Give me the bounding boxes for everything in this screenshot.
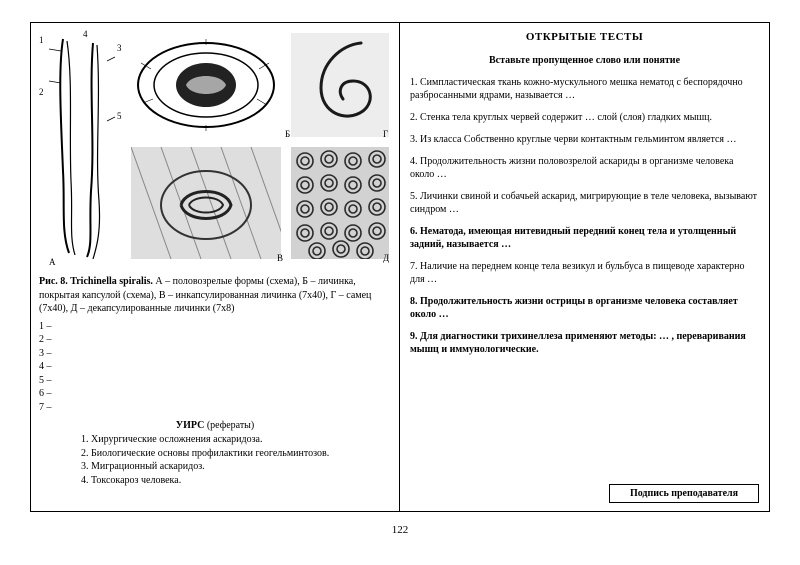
question-6-text: 6. Нематода, имеющая нитевидный передний… [410,226,736,250]
uirs-list: 1. Хирургические осложнения аскаридоза. … [39,433,391,487]
spirals-icon [291,147,389,259]
fig-num-1: 1 [39,35,44,45]
caption-prefix: Рис. 8. Trichinella spiralis. [39,276,153,287]
capsule-schematic-icon [131,33,281,137]
worm-schematic-icon [43,31,119,261]
figure-label-d: Д [383,253,389,263]
figure-panel-g [291,33,389,137]
content-frame: 1 2 3 4 5 А [30,22,770,512]
uirs-heading-bold: УИРС [176,420,205,431]
question-4: 4. Продолжительность жизни половозрелой … [410,155,759,181]
blank-line-7: 7 – [39,401,391,415]
blank-line-4: 4 – [39,360,391,374]
figure-panel-d [291,147,389,259]
page-number: 122 [30,524,770,536]
figure-caption: Рис. 8. Trichinella spiralis. А – полово… [39,275,391,316]
uirs-heading: УИРС (рефераты) [39,420,391,431]
uirs-item-2: 2. Биологические основы профилактики гео… [81,447,391,461]
blank-line-1: 1 – [39,320,391,334]
figure-label-b: Б [285,129,290,139]
figure-label-g: Г [383,129,388,139]
uirs-heading-rest: (рефераты) [204,420,254,431]
figure-label-v: В [277,253,283,263]
figure-label-a: А [49,257,56,267]
question-1: 1. Симпластическая ткань кожно-мускульно… [410,76,759,102]
question-6: 6. Нематода, имеющая нитевидный передний… [410,225,759,251]
blank-line-5: 5 – [39,374,391,388]
fig-num-4: 4 [83,29,88,39]
tests-title: ОТКРЫТЫЕ ТЕСТЫ [410,31,759,43]
question-9-text: 9. Для диагностики трихинеллеза применяю… [410,331,746,355]
figure-panel-v [131,147,281,259]
question-8-text: 8. Продолжительность жизни острицы в орг… [410,296,738,320]
fig-num-5: 5 [117,111,122,121]
right-column: ОТКРЫТЫЕ ТЕСТЫ Вставьте пропущенное слов… [400,23,769,511]
uirs-item-4: 4. Токсокароз человека. [81,474,391,488]
tests-subtitle: Вставьте пропущенное слово или понятие [410,55,759,66]
signature-box: Подпись преподавателя [609,484,759,503]
figure-area: 1 2 3 4 5 А [39,29,391,269]
fig-num-3: 3 [117,43,122,53]
uirs-item-3: 3. Миграционный аскаридоз. [81,460,391,474]
question-3: 3. Из класса Собственно круглые черви ко… [410,133,759,146]
uirs-item-1: 1. Хирургические осложнения аскаридоза. [81,433,391,447]
question-7: 7. Наличие на переднем конце тела везику… [410,260,759,286]
blank-line-6: 6 – [39,387,391,401]
blank-line-2: 2 – [39,333,391,347]
question-9: 9. Для диагностики трихинеллеза применяю… [410,330,759,356]
question-5: 5. Личинки свиной и собачьей аскарид, ми… [410,190,759,216]
fig-num-2: 2 [39,87,44,97]
blank-line-3: 3 – [39,347,391,361]
numbered-blank-list: 1 – 2 – 3 – 4 – 5 – 6 – 7 – [39,320,391,415]
left-column: 1 2 3 4 5 А [31,23,400,511]
figure-panel-a [43,31,119,261]
male-worm-icon [291,33,389,137]
page: 1 2 3 4 5 А [0,0,800,565]
question-2: 2. Стенка тела круглых червей содержит …… [410,111,759,124]
figure-panel-b [131,33,281,137]
question-8: 8. Продолжительность жизни острицы в орг… [410,295,759,321]
encapsulated-larva-icon [131,147,281,259]
